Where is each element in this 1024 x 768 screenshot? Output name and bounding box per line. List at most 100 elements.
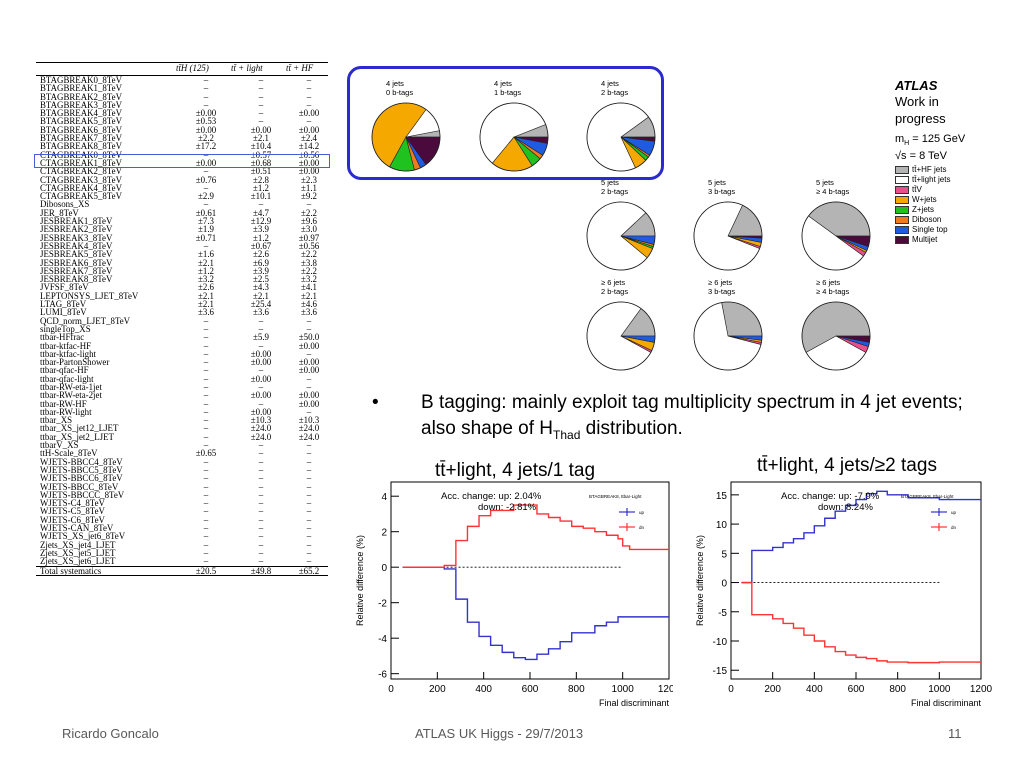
- table-cell-value: –: [203, 390, 209, 401]
- table-cell-value: ±0.53: [195, 116, 217, 127]
- x-tick-label: 400: [806, 684, 823, 695]
- pie-label: 4 jets 0 b-tags: [386, 79, 414, 97]
- table-cell-name: ttH-Scale_8TeV: [40, 448, 98, 459]
- table-cell-value: ±0.00: [298, 390, 320, 401]
- table-cell-value: –: [258, 381, 264, 392]
- table-cell-value: –: [203, 539, 209, 550]
- table-cell-name: JESBREAK7_8TeV: [40, 265, 113, 276]
- table-row: Dibosons_XS – – –: [36, 199, 328, 210]
- table-cell-value: ±10.3: [250, 415, 272, 426]
- table-row: ttbar-RW-eta-1jet – – –: [36, 381, 328, 392]
- table-cell-value: –: [203, 83, 209, 94]
- pie-outline: [801, 201, 871, 271]
- table-cell-value: –: [306, 489, 312, 500]
- legend-label: Single top: [912, 225, 948, 235]
- y-tick-label: 15: [716, 491, 728, 502]
- table-row: JESBREAK2_8TeV ±1.9 ±3.9 ±3.0: [36, 224, 328, 235]
- table-row: WJETS-BBCCC_8TeV – – –: [36, 489, 328, 500]
- table-row: CTAGBREAK5_8TeV ±2.9 ±10.1 ±9.2: [36, 192, 328, 201]
- table-cell-value: ±0.00: [250, 390, 272, 401]
- table-cell-value: ±49.8: [250, 565, 272, 576]
- x-tick-label: 0: [728, 684, 734, 695]
- table-cell-name: ttbar-HFfrac: [40, 332, 85, 343]
- table-cell-value: –: [258, 75, 264, 85]
- table-row: ttbar-ktfac-light – ±0.00 –: [36, 348, 328, 359]
- table-cell-value: –: [306, 323, 312, 334]
- pie-label: ≥ 6 jets ≥ 4 b-tags: [816, 278, 850, 296]
- col-ttH: tt̄H (125): [176, 63, 209, 73]
- table-cell-value: ±0.97: [298, 232, 320, 243]
- table-cell-value: ±0.00: [250, 124, 272, 135]
- acc-change-down: down: -2.81%: [478, 502, 537, 513]
- table-cell-value: ±3.6: [301, 307, 317, 318]
- table-cell-value: ±0.00: [250, 357, 272, 368]
- y-axis-label: Relative difference (%): [355, 535, 365, 626]
- table-row: BTAGBREAK4_8TeV ±0.00 – ±0.00: [36, 108, 328, 119]
- y-tick-label: 5: [721, 549, 727, 560]
- table-cell-value: ±1.2: [198, 265, 214, 276]
- table-row: JESBREAK8_8TeV ±3.2 ±2.5 ±3.2: [36, 274, 328, 285]
- table-cell-value: ±2.1: [253, 133, 269, 144]
- table-cell-name: Dibosons_XS: [40, 199, 90, 210]
- table-row: CTAGBREAK4_8TeV – ±1.2 ±1.1: [36, 182, 328, 193]
- table-row: BTAGBREAK8_8TeV ±17.2 ±10.4 ±14.2: [36, 141, 328, 152]
- pie-slice-ttHF: [721, 301, 763, 337]
- legend-swatch: [895, 226, 909, 235]
- table-row: LEPTONSYS_LJET_8TeV ±2.1 ±2.1 ±2.1: [36, 291, 328, 300]
- mass-label: mH = 125 GeV: [895, 133, 966, 148]
- y-tick-label: -6: [378, 670, 387, 681]
- y-axis-label: Relative difference (%): [695, 535, 705, 626]
- x-tick-label: 1200: [970, 684, 993, 695]
- y-tick-label: 4: [381, 492, 387, 503]
- table-cell-name: Zjets_XS_jet6_LJET: [40, 556, 116, 567]
- table-cell-name: BTAGBREAK4_8TeV: [40, 108, 122, 119]
- legend-label: Diboson: [912, 215, 942, 225]
- table-cell-value: ±3.2: [198, 274, 214, 285]
- pie-label: 5 jets ≥ 4 b-tags: [816, 178, 850, 196]
- table-body: BTAGBREAK0_8TeV – – – BTAGBREAK1_8TeV – – – BTAG…: [36, 75, 328, 576]
- table-cell-name: BTAGBREAK6_8TeV: [40, 124, 122, 135]
- table-cell-name: JESBREAK8_8TeV: [40, 274, 113, 285]
- table-cell-value: ±2.2: [301, 265, 317, 276]
- legend-label: tt̄+HF jets: [912, 165, 947, 175]
- table-cell-value: –: [258, 456, 264, 467]
- table-cell-value: –: [203, 332, 209, 343]
- table-cell-value: –: [258, 323, 264, 334]
- table-cell-value: ±0.76: [195, 174, 217, 185]
- table-row: WJETS-C4_8TeV – – –: [36, 499, 328, 508]
- table-cell-value: ±2.6: [253, 249, 269, 260]
- table-cell-value: ±0.71: [195, 232, 217, 243]
- table-cell-value: ±3.6: [198, 307, 214, 318]
- table-cell-value: ±1.2: [253, 182, 269, 193]
- legend-up-label: up: [951, 510, 957, 515]
- table-cell-value: –: [258, 539, 264, 550]
- pie-outline: [586, 102, 656, 172]
- table-row: WJETS-BBCC6_8TeV – – –: [36, 474, 328, 483]
- table-cell-name: WJETS-CAN_8TeV: [40, 523, 114, 534]
- table-cell-value: ±6.9: [253, 257, 269, 268]
- table-row: ttbar-RW-eta-2jet – ±0.00 ±0.00: [36, 390, 328, 401]
- y-tick-label: 0: [721, 579, 727, 590]
- table-cell-value: –: [306, 523, 312, 534]
- table-cell-value: ±3.9: [253, 224, 269, 235]
- legend-down-label: dn: [951, 525, 957, 530]
- table-cell-value: –: [203, 514, 209, 525]
- table-cell-value: ±24.0: [250, 423, 272, 434]
- table-cell-value: –: [306, 406, 312, 417]
- table-row: JVFSF_8TeV ±2.6 ±4.3 ±4.1: [36, 283, 328, 292]
- table-cell-value: –: [203, 240, 209, 251]
- table-cell-value: –: [306, 83, 312, 94]
- table-cell-value: –: [203, 464, 209, 475]
- table-cell-name: WJETS-BBCCC_8TeV: [40, 489, 125, 500]
- table-cell-value: ±0.65: [195, 448, 217, 459]
- pie-label: 4 jets 2 b-tags: [601, 79, 629, 97]
- table-cell-value: ±2.2: [301, 249, 317, 260]
- table-cell-value: –: [203, 348, 209, 359]
- table-cell-value: ±17.2: [195, 141, 217, 152]
- table-cell-name: JESBREAK6_8TeV: [40, 257, 113, 268]
- table-cell-value: –: [258, 99, 264, 110]
- table-cell-value: ±0.68: [250, 157, 272, 168]
- table-row: LUMI_8TeV ±3.6 ±3.6 ±3.6: [36, 307, 328, 318]
- table-row: Zjets_XS_jet4_LJET – – –: [36, 539, 328, 550]
- y-tick-label: -2: [378, 599, 387, 610]
